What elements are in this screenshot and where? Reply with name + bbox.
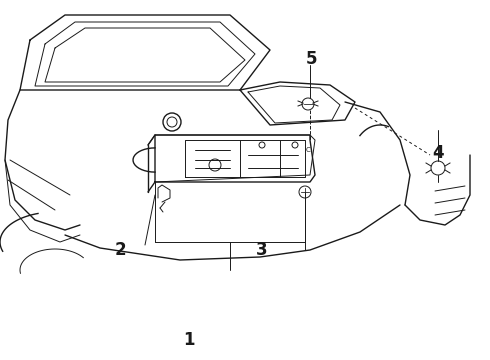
Text: 3: 3 <box>256 241 268 259</box>
Text: C: C <box>306 147 310 153</box>
Text: 5: 5 <box>305 50 317 68</box>
Text: 2: 2 <box>114 241 126 259</box>
Text: 1: 1 <box>183 331 195 349</box>
Text: 4: 4 <box>433 144 444 162</box>
